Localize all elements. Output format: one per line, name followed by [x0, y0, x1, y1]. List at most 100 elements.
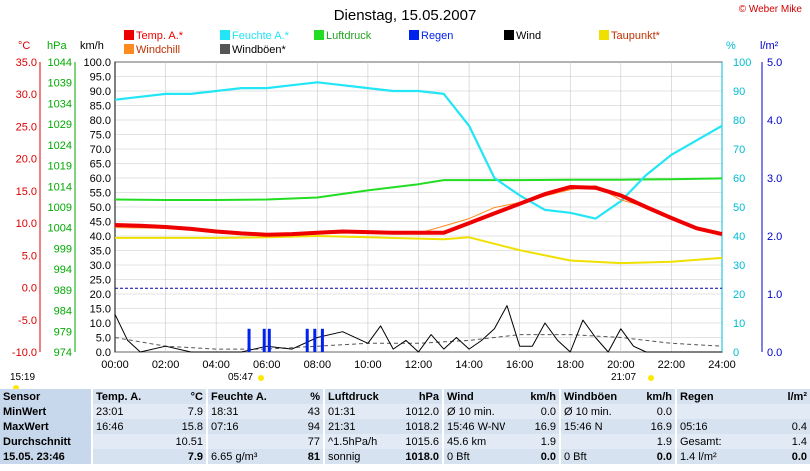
- tick-label: 999: [54, 243, 72, 255]
- tick-label: 90: [733, 86, 745, 98]
- tick-label: 1009: [48, 202, 72, 214]
- stats-cell: 15.8: [149, 419, 207, 434]
- tick-label: 1039: [48, 78, 72, 90]
- stats-cell: 6.65 g/m³: [206, 449, 278, 464]
- tick-label: 1044: [48, 57, 72, 69]
- stats-cell: 0.0: [622, 449, 676, 464]
- tick-label: 45.0: [90, 217, 111, 229]
- stats-cell: 16:46: [91, 419, 149, 434]
- stats-cell: 01:31: [323, 404, 393, 419]
- sun-time-bar: 15:19 05:47 21:07: [0, 369, 810, 391]
- tick-label: 5.0: [22, 250, 37, 262]
- chart-title: Dienstag, 15.05.2007: [333, 7, 477, 24]
- tick-label: 75.0: [90, 130, 111, 142]
- tick-label: 55.0: [90, 188, 111, 200]
- tick-label: 0.0: [22, 283, 37, 295]
- stats-cell: 16.9: [505, 419, 560, 434]
- stats-cell: 0.0: [622, 404, 676, 419]
- tick-label: 1004: [48, 223, 72, 235]
- rain-bar: [267, 328, 271, 352]
- tick-label: 20.0: [90, 289, 111, 301]
- tick-label: 0.0: [96, 347, 111, 359]
- stats-cell: MaxWert: [0, 419, 92, 434]
- stats-cell: [738, 404, 810, 419]
- sunset-time: 21:07: [611, 372, 637, 383]
- legend-wind: Wind: [504, 30, 541, 42]
- stats-cell: 10.51: [149, 434, 207, 449]
- chart-grid: [114, 61, 723, 353]
- legend-dewpoint: Taupunkt*: [599, 30, 660, 42]
- legend-windchill: Windchill: [124, 44, 180, 56]
- rain-bar: [247, 328, 251, 352]
- rain-bar: [262, 328, 266, 352]
- time-tick-label: 12:00: [405, 359, 433, 371]
- stats-row-avg: Durchschnitt 10.51 77 ^1.5hPa/h 1015.6 4…: [0, 434, 810, 449]
- stats-cell: 1.4 l/m²: [675, 449, 738, 464]
- tick-label: 40.0: [90, 231, 111, 243]
- stats-header: hPa: [393, 389, 443, 404]
- stats-cell: [91, 434, 149, 449]
- stats-cell: ^1.5hPa/h: [323, 434, 393, 449]
- stats-cell: 94: [278, 419, 324, 434]
- time-tick-label: 08:00: [304, 359, 332, 371]
- stats-row-min: MinWert 23:01 7.9 18:31 43 01:31 1012.0 …: [0, 404, 810, 419]
- stats-table: Sensor Temp. A. °C Feuchte A. % Luftdruc…: [0, 389, 810, 464]
- stats-row-current: 15.05. 23:46 7.9 6.65 g/m³ 81 sonnig 101…: [0, 449, 810, 464]
- stats-cell: 7.9: [149, 404, 207, 419]
- rain-bar: [305, 328, 309, 352]
- stats-cell: 0.0: [738, 449, 810, 464]
- stats-cell: Durchschnitt: [0, 434, 92, 449]
- stats-cell: [559, 434, 622, 449]
- legend-humidity: Feuchte A.*: [220, 30, 289, 42]
- stats-cell: 21:31: [323, 419, 393, 434]
- stats-cell: Ø 10 min.: [442, 404, 505, 419]
- tick-label: 60.0: [90, 173, 111, 185]
- time-tick-label: 04:00: [202, 359, 230, 371]
- tick-label: 4.0: [767, 115, 782, 127]
- time-tick-label: 10:00: [354, 359, 382, 371]
- stats-cell: [675, 404, 738, 419]
- tick-label: 95.0: [90, 72, 111, 84]
- tick-label: -10.0: [12, 347, 37, 359]
- sunrise-icon: [258, 375, 264, 381]
- tick-label: -5.0: [18, 315, 37, 327]
- stats-cell: 15:46 W-NW: [442, 419, 505, 434]
- time-tick-label: 16:00: [506, 359, 534, 371]
- legend-gusts: Windböen*: [220, 44, 286, 56]
- time-tick-label: 00:00: [101, 359, 129, 371]
- stats-cell: 0 Bft: [559, 449, 622, 464]
- tick-label: 80: [733, 115, 745, 127]
- stats-row-max: MaxWert 16:46 15.8 07:16 94 21:31 1018.2…: [0, 419, 810, 434]
- series-windb-en: [114, 334, 723, 350]
- tick-label: 35.0: [90, 246, 111, 258]
- time-tick-label: 06:00: [253, 359, 281, 371]
- stats-header: l/m²: [738, 389, 810, 404]
- series-taupunkt: [115, 235, 723, 265]
- stats-cell: 1018.0: [393, 449, 443, 464]
- stats-cell: Ø 10 min.: [559, 404, 622, 419]
- time-tick-label: 24:00: [708, 359, 736, 371]
- stats-cell: 1018.2: [393, 419, 443, 434]
- stats-cell: [206, 434, 278, 449]
- tick-label: 100.0: [83, 57, 111, 69]
- stats-cell: 1.9: [505, 434, 560, 449]
- stats-header: Sensor: [0, 389, 92, 404]
- tick-label: 974: [54, 347, 72, 359]
- weather-chart: 35.0 30.0 25.0 20.0 15.0 10.0 5.0 0.0 -5.0 -10.0 1…: [12, 57, 782, 371]
- tick-label: 50: [733, 202, 745, 214]
- stats-cell: 1.4: [738, 434, 810, 449]
- tick-label: 70.0: [90, 144, 111, 156]
- stats-header: %: [278, 389, 324, 404]
- stats-cell: 15.05. 23:46: [0, 449, 92, 464]
- tick-label: 85.0: [90, 101, 111, 113]
- tick-label: 20: [733, 289, 745, 301]
- tick-label: 0: [733, 347, 739, 359]
- tick-label: 1034: [48, 98, 72, 110]
- stats-cell: 05:16: [675, 419, 738, 434]
- stats-cell: 0 Bft: [442, 449, 505, 464]
- tick-label: 994: [54, 264, 72, 276]
- axis-unit-hpa: hPa: [47, 40, 67, 52]
- series-feuchte-a: [114, 81, 723, 220]
- stats-cell: 18:31: [206, 404, 278, 419]
- time-tick-label: 02:00: [152, 359, 180, 371]
